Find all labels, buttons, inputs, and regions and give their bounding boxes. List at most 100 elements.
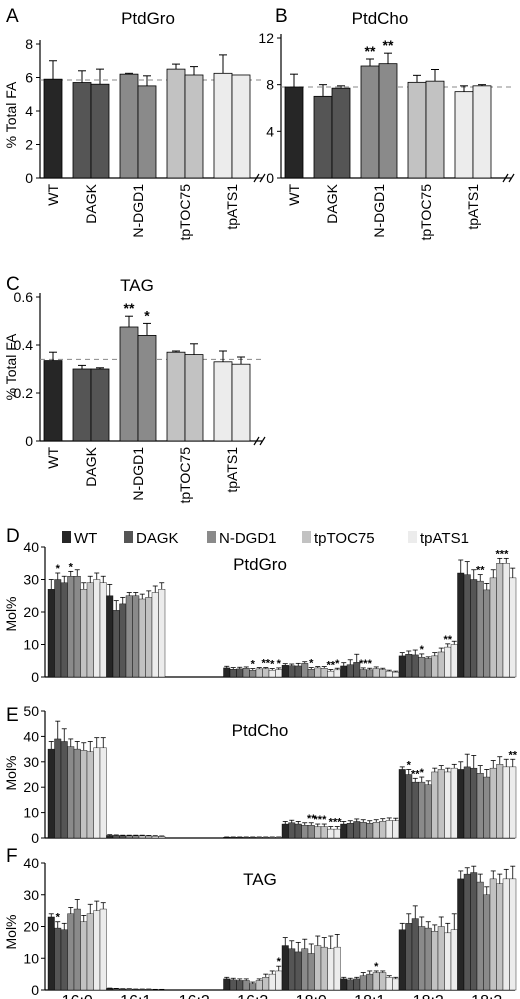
panel-a-bar <box>137 85 157 179</box>
panel-a-bar <box>43 78 63 179</box>
panel-a-bar <box>90 83 110 179</box>
panel-d-bar <box>294 665 302 678</box>
panel-d-ytick-label: 20 <box>23 604 39 620</box>
panel-e-bar <box>483 776 491 839</box>
legend-label-n-dgd1: N-DGD1 <box>219 530 277 547</box>
panel-f-title: TAG <box>243 870 277 889</box>
panel-d-bar <box>418 656 426 678</box>
panel-f-bar <box>145 989 153 991</box>
panel-d-significance: ** <box>326 660 335 672</box>
panel-letter-C: C <box>6 274 20 295</box>
panel-e-bar <box>86 751 94 839</box>
panel-e-bar <box>431 771 439 839</box>
panel-e-bar <box>314 826 322 839</box>
panel-d-bar <box>255 668 263 678</box>
panel-d-bar <box>463 574 471 678</box>
legend: WT DAGK N-DGD1 tpTOC75 tpATS1 <box>62 530 469 547</box>
panel-f-bar <box>80 921 88 991</box>
panel-d-bar <box>236 668 244 678</box>
panel-a-bar <box>166 68 186 179</box>
panel-d-bar <box>385 670 393 678</box>
panel-e-significance: ** <box>307 813 316 825</box>
fatty-acid-label: 18:1 <box>354 993 385 999</box>
legend-swatch-wt <box>62 531 71 543</box>
panel-d-bar <box>470 579 478 678</box>
panel-c-bar <box>184 354 204 442</box>
panel-e-title: PtdCho <box>232 721 289 740</box>
panel-b-bar <box>407 81 427 179</box>
panel-a-ytick-label: 4 <box>25 103 33 119</box>
panel-e-bar <box>138 835 146 839</box>
panel-d-bar <box>275 669 283 678</box>
panel-e-bar <box>502 766 510 839</box>
panel-f-bar <box>392 978 400 991</box>
panel-f-bar <box>327 948 335 991</box>
panel-b-category-label: WT <box>286 184 302 206</box>
panel-d-bar <box>93 579 101 678</box>
panel-d-significance: * <box>277 658 282 670</box>
panel-d-bar <box>67 576 75 678</box>
panel-f-bar <box>138 989 146 991</box>
panel-d-ytick-label: 0 <box>31 669 39 685</box>
panel-d-bar <box>444 646 452 678</box>
panel-d-significance: * <box>251 659 256 671</box>
panel-f-bar <box>99 908 107 991</box>
panel-e-bar <box>294 823 302 839</box>
panel-c-bar <box>137 334 157 442</box>
panel-a-ytick-label: 0 <box>25 170 33 186</box>
panel-b-bar <box>331 87 351 179</box>
panel-e-significance: ** <box>508 749 517 761</box>
panel-e-bar <box>54 738 62 839</box>
panel-d-bar <box>151 592 159 678</box>
panel-d-bar <box>158 589 166 678</box>
panel-d-bar <box>333 669 341 678</box>
panel-d-significance: ** <box>359 658 368 670</box>
panel-d-significance: * <box>309 658 314 670</box>
panel-d-bar <box>73 576 81 678</box>
panel-f-bar <box>262 977 270 991</box>
panel-d-bar <box>106 595 114 678</box>
panel-f-bar <box>385 977 393 991</box>
panel-f-bar <box>405 923 413 991</box>
panel-d-bar <box>60 582 68 678</box>
panel-f-bar <box>255 980 263 991</box>
panel-a-bar <box>119 73 139 179</box>
panel-f-bar <box>223 978 231 991</box>
panel-a-ytick-label: 2 <box>25 137 33 153</box>
panel-f-bar <box>288 948 296 991</box>
panel-d-title: PtdGro <box>233 555 287 574</box>
panel-d-bar <box>359 669 367 678</box>
panel-d-bar <box>249 669 257 678</box>
panel-d-bar <box>138 598 146 678</box>
panel-c-bar <box>213 361 233 442</box>
panel-b-category-label: tpATS1 <box>465 184 481 230</box>
panel-e-ytick-label: 0 <box>31 830 39 846</box>
legend-swatch-dagk <box>124 531 133 543</box>
panel-e-bar <box>509 766 517 839</box>
panel-e-bar <box>132 835 140 839</box>
panel-f-bar <box>502 878 510 991</box>
panel-e-ylabel: Mol% <box>3 755 19 790</box>
panel-a-title: PtdGro <box>121 9 175 28</box>
panel-d-bar <box>327 670 335 678</box>
panel-d-bar <box>307 669 315 678</box>
panel-e-bar <box>398 769 406 839</box>
panel-c-ylabel: % Total FA <box>3 333 19 400</box>
panel-d-bar <box>457 572 465 678</box>
panel-f-bar <box>125 988 133 991</box>
panel-e-bar <box>424 784 432 839</box>
panel-c-axis-break-2 <box>259 436 266 446</box>
panel-e-significance: ** <box>333 817 342 829</box>
panel-a-bar <box>231 74 251 179</box>
panel-f-bar <box>275 970 283 991</box>
panel-a-category-label: DAGK <box>83 183 99 223</box>
panel-c-ytick-label: 0 <box>25 433 33 449</box>
panel-e-bar <box>320 826 328 839</box>
panel-e-ytick-label: 30 <box>23 754 39 770</box>
panel-f-bar <box>346 979 354 991</box>
panel-e-bar <box>67 746 75 839</box>
panel-e-bar <box>80 750 88 839</box>
panel-d-bar <box>125 595 133 678</box>
panel-f-bar <box>463 873 471 991</box>
panel-a-category-label: N-DGD1 <box>130 184 146 238</box>
